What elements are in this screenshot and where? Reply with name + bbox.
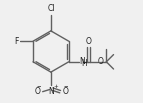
Text: −: − [63, 84, 68, 89]
Text: O: O [62, 87, 68, 96]
Text: O: O [85, 37, 91, 46]
Text: O: O [98, 57, 104, 66]
Text: +: + [53, 84, 58, 90]
Text: −: − [36, 84, 41, 89]
Text: N: N [48, 87, 54, 95]
Text: Cl: Cl [47, 4, 55, 13]
Text: F: F [14, 37, 19, 46]
Text: H: H [82, 59, 87, 68]
Text: N: N [80, 57, 85, 66]
Text: O: O [35, 87, 41, 96]
